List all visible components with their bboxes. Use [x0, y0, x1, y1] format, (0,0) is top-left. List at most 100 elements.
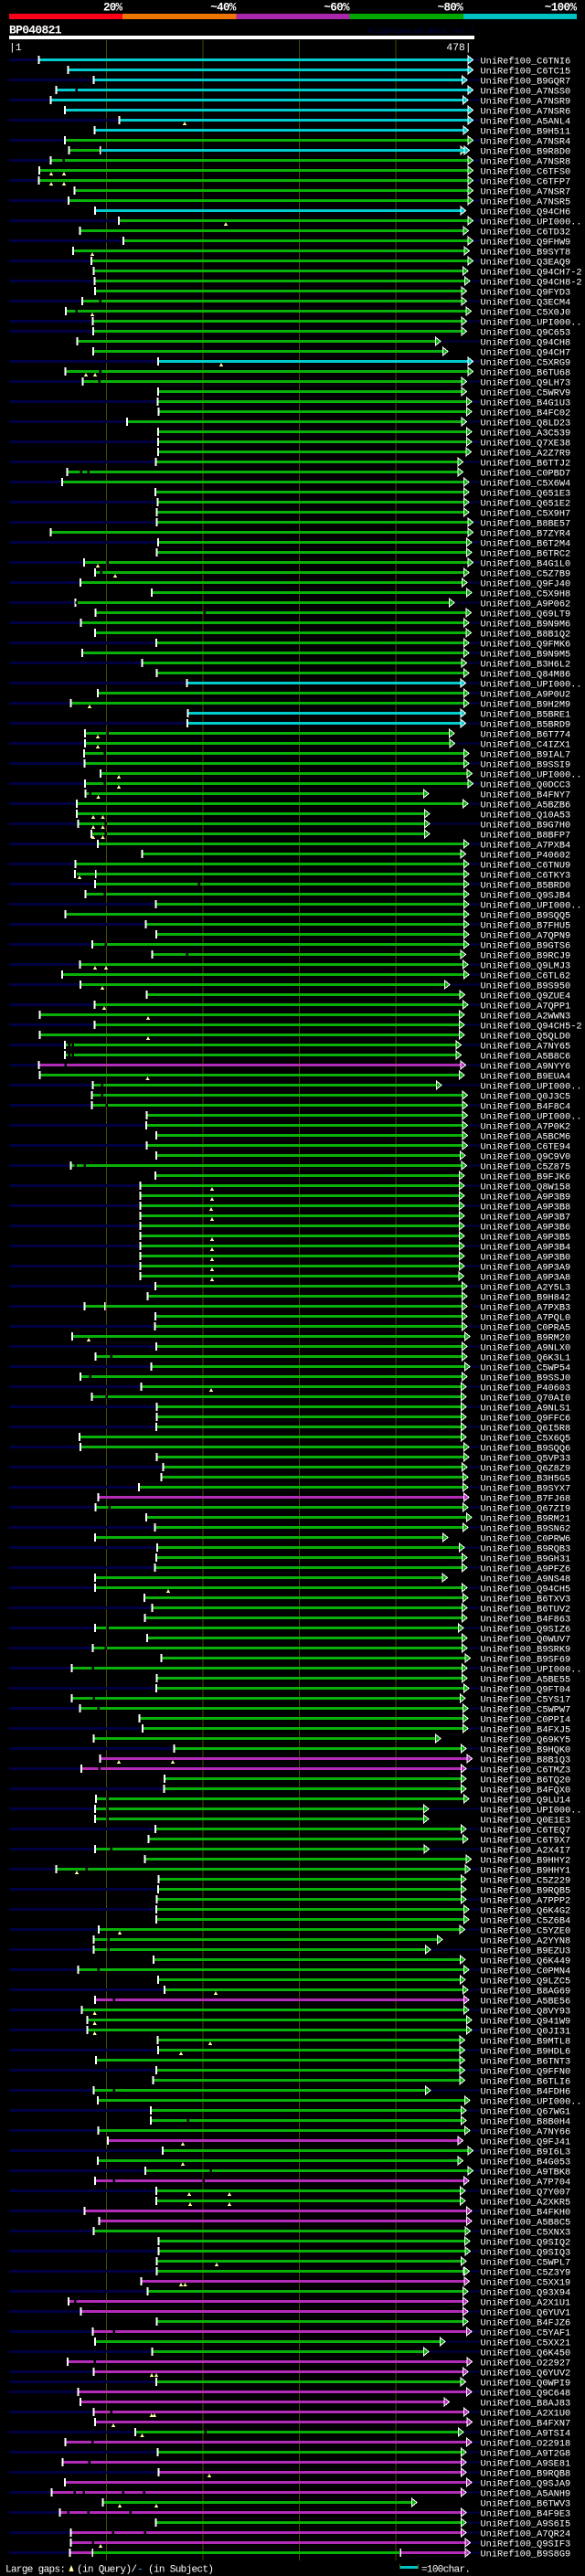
svg-text:UniRef100_B9SN62: UniRef100_B9SN62 — [481, 1524, 571, 1535]
svg-text:UniRef100_Q3EAQ9: UniRef100_Q3EAQ9 — [481, 258, 571, 269]
svg-text:UniRef100_UPI000..: UniRef100_UPI000.. — [481, 1082, 582, 1093]
svg-text:UniRef100_B9GTS6: UniRef100_B9GTS6 — [481, 941, 571, 952]
svg-text:UniRef100_A9NYY6: UniRef100_A9NYY6 — [481, 1062, 571, 1073]
svg-text:UniRef100_A5BE55: UniRef100_A5BE55 — [481, 1675, 571, 1686]
svg-text:UniRef100_B9SRK9: UniRef100_B9SRK9 — [481, 1645, 571, 1656]
svg-text:~40%: ~40% — [210, 2, 237, 15]
svg-text:UniRef100_B6T2M4: UniRef100_B6T2M4 — [481, 539, 571, 550]
svg-text:UniRef100_O22927: UniRef100_O22927 — [481, 2359, 571, 2369]
svg-text:UniRef100_A2X4I7: UniRef100_A2X4I7 — [481, 1846, 571, 1857]
svg-text:UniRef100_C5XX21: UniRef100_C5XX21 — [481, 2338, 571, 2349]
svg-text:UniRef100_B4F9E3: UniRef100_B4F9E3 — [481, 2509, 571, 2520]
svg-text:UniRef100_B9I6L3: UniRef100_B9I6L3 — [481, 2147, 571, 2158]
svg-text:UniRef100_B9N9M5: UniRef100_B9N9M5 — [481, 650, 571, 661]
svg-text:UniRef100_B3H6L2: UniRef100_B3H6L2 — [481, 660, 571, 671]
svg-text:UniRef100_A9NLS1: UniRef100_A9NLS1 — [481, 1404, 571, 1415]
svg-text:=100char.: =100char. — [421, 2565, 471, 2576]
svg-text:UniRef100_A9P3B8: UniRef100_A9P3B8 — [481, 1203, 571, 1214]
svg-text:UniRef100_B9HQK0: UniRef100_B9HQK0 — [481, 1745, 571, 1756]
svg-text:UniRef100_A5ANL4: UniRef100_A5ANL4 — [481, 117, 571, 128]
svg-text:UniRef100_B9HHY1: UniRef100_B9HHY1 — [481, 1866, 571, 1877]
svg-text:UniRef100_A2Z7R9: UniRef100_A2Z7R9 — [481, 449, 571, 460]
svg-text:UniRef100_Q69KY5: UniRef100_Q69KY5 — [481, 1735, 571, 1746]
svg-text:UniRef100_Q9FJ40: UniRef100_Q9FJ40 — [481, 579, 571, 590]
svg-text:UniRef100_B7ZYR4: UniRef100_B7ZYR4 — [481, 529, 571, 540]
svg-text:UniRef100_C5X6W4: UniRef100_C5X6W4 — [481, 479, 571, 490]
svg-text:UniRef100_UPI000..: UniRef100_UPI000.. — [481, 318, 582, 329]
svg-text:UniRef100_B9N9M6: UniRef100_B9N9M6 — [481, 620, 571, 631]
svg-text:UniRef100_A2X1U1: UniRef100_A2X1U1 — [481, 2298, 571, 2309]
svg-text:UniRef100_Q9FMK6: UniRef100_Q9FMK6 — [481, 640, 571, 651]
svg-text:UniRef100_Q93X94: UniRef100_Q93X94 — [481, 2288, 571, 2299]
svg-text:UniRef100_A9P3B4: UniRef100_A9P3B4 — [481, 1243, 571, 1254]
svg-text:UniRef100_Q9FHW9: UniRef100_Q9FHW9 — [481, 238, 571, 249]
svg-text:UniRef100_A9SE81: UniRef100_A9SE81 — [481, 2459, 571, 2470]
svg-text:UniRef100_A2Y5L3: UniRef100_A2Y5L3 — [481, 1283, 571, 1294]
svg-text:~60%: ~60% — [324, 2, 350, 15]
svg-text:UniRef100_A9PFZ6: UniRef100_A9PFZ6 — [481, 1564, 571, 1575]
svg-text:UniRef100_B4F8C4: UniRef100_B4F8C4 — [481, 1102, 571, 1113]
svg-text:UniRef100_B4FC02: UniRef100_B4FC02 — [481, 408, 571, 419]
svg-text:UniRef100_B9HHY2: UniRef100_B9HHY2 — [481, 1856, 571, 1867]
svg-text:UniRef100_Q94CH7-2: UniRef100_Q94CH7-2 — [481, 268, 582, 279]
svg-text:UniRef100_A7QPP1: UniRef100_A7QPP1 — [481, 1002, 571, 1012]
svg-text:UniRef100_C6TL62: UniRef100_C6TL62 — [481, 971, 571, 982]
svg-text:UniRef100_C5X9H7: UniRef100_C5X9H7 — [481, 509, 571, 520]
svg-text:UniRef100_A2YYN8: UniRef100_A2YYN8 — [481, 1936, 571, 1947]
svg-text:UniRef100_B9H511: UniRef100_B9H511 — [481, 127, 571, 138]
svg-text:UniRef100_Q9SJB4: UniRef100_Q9SJB4 — [481, 891, 571, 902]
svg-text:|1: |1 — [9, 43, 22, 54]
svg-text:UniRef100_Q9C653: UniRef100_Q9C653 — [481, 328, 571, 339]
svg-text:UniRef100_C6TC15: UniRef100_C6TC15 — [481, 67, 571, 78]
svg-text:UniRef100_C5YS17: UniRef100_C5YS17 — [481, 1695, 571, 1706]
svg-text:UniRef100_A7QPN9: UniRef100_A7QPN9 — [481, 931, 571, 942]
svg-text:UniRef100_C6TNI6: UniRef100_C6TNI6 — [481, 57, 571, 68]
svg-text:UniRef100_P40602: UniRef100_P40602 — [481, 851, 571, 862]
svg-text:UniRef100_UPI000..: UniRef100_UPI000.. — [481, 901, 582, 912]
svg-text:UniRef100_B7FHU5: UniRef100_B7FHU5 — [481, 921, 571, 932]
svg-text:UniRef100_B9HDL6: UniRef100_B9HDL6 — [481, 2047, 571, 2058]
svg-text:UniRef100_Q9LH73: UniRef100_Q9LH73 — [481, 378, 571, 389]
svg-text:UniRef100_A7NSS0: UniRef100_A7NSS0 — [481, 87, 571, 98]
svg-text:UniRef100_C5XX19: UniRef100_C5XX19 — [481, 2278, 571, 2289]
svg-text:UniRef100_B9SYT8: UniRef100_B9SYT8 — [481, 248, 571, 259]
svg-text:~100%: ~100% — [545, 2, 578, 15]
svg-text:UniRef100_A5ANH9: UniRef100_A5ANH9 — [481, 2489, 571, 2500]
svg-text:UniRef100_B4FQX0: UniRef100_B4FQX0 — [481, 1786, 571, 1797]
svg-text:UniRef100_B8AJ83: UniRef100_B8AJ83 — [481, 2399, 571, 2410]
svg-text:UniRef100_C6T9X7: UniRef100_C6T9X7 — [481, 1836, 571, 1847]
svg-text:UniRef100_B9SQQ6: UniRef100_B9SQQ6 — [481, 1444, 571, 1455]
svg-text:UniRef100_Q9FYD3: UniRef100_Q9FYD3 — [481, 288, 571, 299]
svg-text:UniRef100_C5WPW7: UniRef100_C5WPW7 — [481, 1705, 571, 1716]
svg-text:UniRef100_C5WRV9: UniRef100_C5WRV9 — [481, 388, 571, 399]
svg-text:UniRef100_A9P3B7: UniRef100_A9P3B7 — [481, 1213, 571, 1224]
svg-text:UniRef100_Q651E3: UniRef100_Q651E3 — [481, 489, 571, 500]
svg-text:UniRef100_B8B1Q2: UniRef100_B8B1Q2 — [481, 630, 571, 641]
svg-text:-: - — [137, 2565, 144, 2576]
svg-text:UniRef100_A9P3B6: UniRef100_A9P3B6 — [481, 1223, 571, 1234]
svg-text:UniRef100_B9RCJ9: UniRef100_B9RCJ9 — [481, 951, 571, 962]
svg-text:UniRef100_Q8VY93: UniRef100_Q8VY93 — [481, 2007, 571, 2018]
svg-text:UniRef100_C6TD32: UniRef100_C6TD32 — [481, 228, 571, 239]
svg-text:Large gaps:: Large gaps: — [5, 2565, 66, 2576]
svg-text:UniRef100_B9EZU3: UniRef100_B9EZU3 — [481, 1946, 571, 1957]
svg-text:UniRef100_Q94CH5: UniRef100_Q94CH5 — [481, 1585, 571, 1595]
svg-text:UniRef100_Q0JI31: UniRef100_Q0JI31 — [481, 2027, 571, 2038]
svg-text:UniRef100_O22918: UniRef100_O22918 — [481, 2439, 571, 2450]
svg-text:UniRef100_Q9SIQ3: UniRef100_Q9SIQ3 — [481, 2248, 571, 2259]
svg-text:UniRef100_Q94CH5-2: UniRef100_Q94CH5-2 — [481, 1022, 582, 1033]
svg-text:(in Query)/: (in Query)/ — [77, 2565, 137, 2576]
svg-text:UniRef100_Q9SIZ6: UniRef100_Q9SIZ6 — [481, 1625, 571, 1636]
svg-text:UniRef100_Q67ZI9: UniRef100_Q67ZI9 — [481, 1504, 571, 1515]
svg-text:UniRef100_B9G7H0: UniRef100_B9G7H0 — [481, 821, 571, 832]
svg-text:UniRef100_B6TXV3: UniRef100_B6TXV3 — [481, 1595, 571, 1606]
svg-text:UniRef100_B4G1U3: UniRef100_B4G1U3 — [481, 398, 571, 409]
svg-text:UniRef100_Q3ECM4: UniRef100_Q3ECM4 — [481, 298, 571, 309]
svg-text:UniRef100_Q94CH8-2: UniRef100_Q94CH8-2 — [481, 278, 582, 289]
svg-text:(in Subject): (in Subject) — [148, 2565, 214, 2576]
svg-text:UniRef100_B5BRD0: UniRef100_B5BRD0 — [481, 881, 571, 892]
svg-text:UniRef100_B9S8G9: UniRef100_B9S8G9 — [481, 2549, 571, 2560]
svg-text:UniRef100_A9P3A9: UniRef100_A9P3A9 — [481, 1263, 571, 1274]
svg-text:UniRef100_C5Z3Y9: UniRef100_C5Z3Y9 — [481, 2268, 571, 2279]
svg-text:UniRef100_Q9C9V0: UniRef100_Q9C9V0 — [481, 1152, 571, 1163]
